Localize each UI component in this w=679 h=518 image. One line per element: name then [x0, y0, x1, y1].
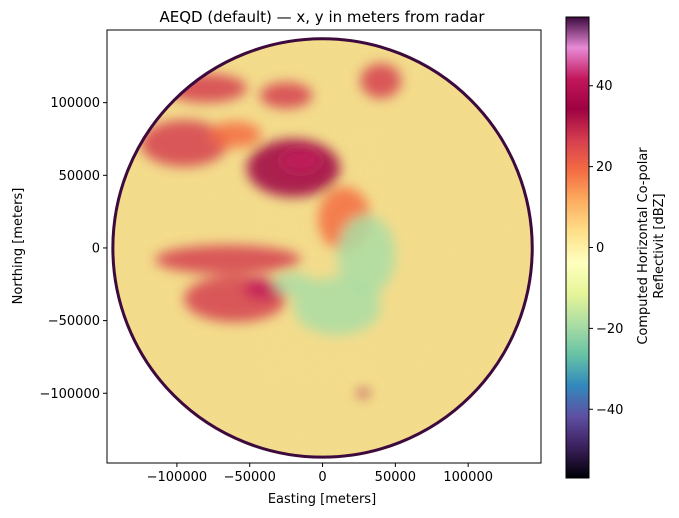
x-tick-label: −100000 [147, 470, 208, 485]
x-tick-label: 0 [318, 470, 326, 485]
chart-title: AEQD (default) — x, y in meters from rad… [160, 8, 486, 26]
colorbar-gradient [565, 16, 590, 479]
reflectivity-field [111, 37, 534, 459]
x-tick-label: −50000 [224, 470, 276, 485]
echo-region [293, 277, 381, 336]
echo-region [155, 245, 301, 275]
echo-region [337, 214, 396, 296]
colorbar-tick-label: −40 [596, 403, 623, 418]
range-ring-edge [111, 37, 534, 459]
colorbar-ticks: −40 −20 0 20 40 [589, 79, 623, 418]
y-axis-label: Northing [meters] [11, 188, 26, 305]
echo-region [208, 121, 262, 148]
echo-blobs [140, 63, 402, 397]
echo-region [357, 389, 370, 397]
echo-regions [111, 37, 534, 459]
y-axis-ticks: −100000 −50000 0 50000 100000 [39, 96, 107, 402]
speckle-texture [111, 37, 534, 459]
echo-region [273, 272, 314, 296]
y-tick-label: −100000 [39, 387, 100, 402]
colorbar-label-line2: Reflectivit [dBZ] [652, 193, 667, 298]
echo-region [140, 120, 228, 167]
x-tick-label: 100000 [443, 470, 493, 485]
y-tick-label: −50000 [48, 314, 100, 329]
x-axis-ticks: −100000 −50000 0 50000 100000 [147, 463, 493, 485]
y-tick-label: 50000 [59, 169, 100, 184]
colorbar-tick-label: 0 [596, 241, 604, 256]
echo-region [259, 82, 313, 109]
colorbar-tick-label: −20 [596, 322, 623, 337]
colorbar: −40 −20 0 20 40 Computed Horizontal Co-polar… [565, 16, 667, 479]
plot-frame [106, 29, 542, 464]
x-tick-label: 50000 [375, 470, 416, 485]
colorbar-label-line1: Computed Horizontal Co-polar [636, 147, 651, 345]
y-tick-label: 100000 [50, 96, 100, 111]
colorbar-tick-label: 40 [596, 79, 613, 94]
x-axis-label: Easting [meters] [268, 492, 376, 507]
echo-region [280, 149, 322, 173]
plot-area: −100000 −50000 0 50000 100000 −100000 −50000 0… [39, 29, 542, 485]
echo-region [360, 63, 402, 99]
colorbar-tick-label: 20 [596, 160, 613, 175]
y-tick-label: 0 [92, 241, 100, 256]
